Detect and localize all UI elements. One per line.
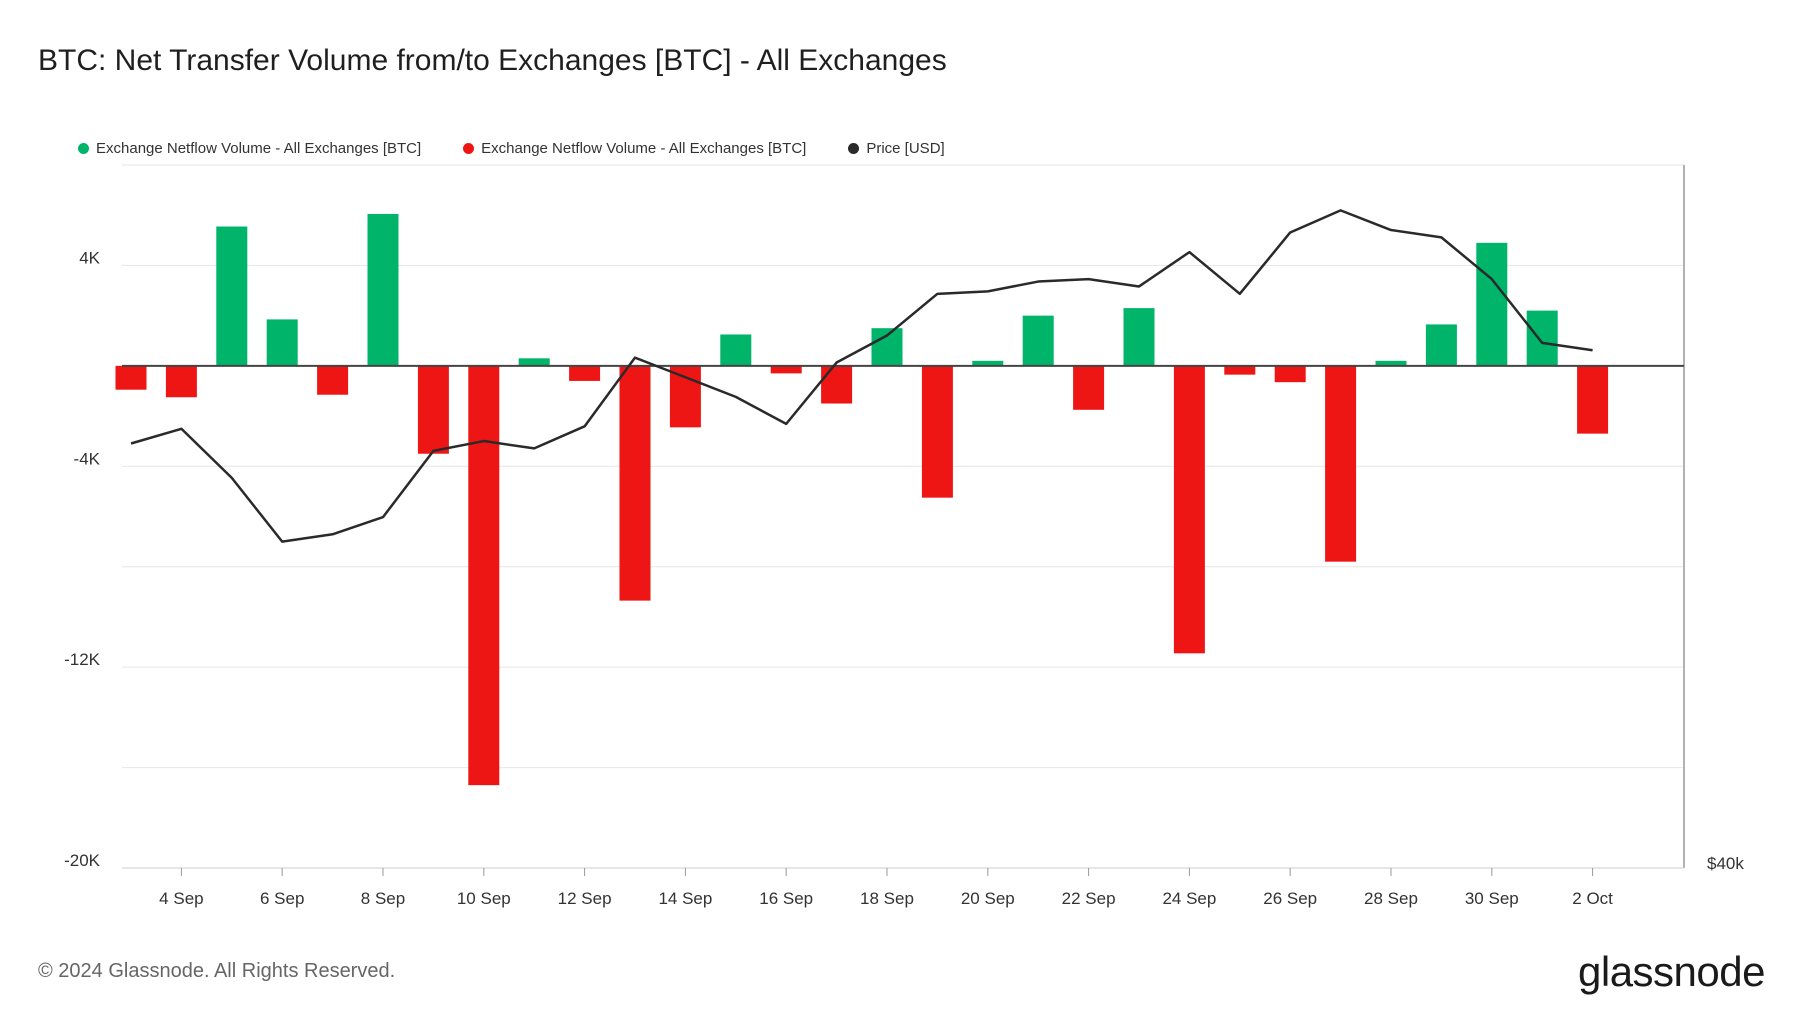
bar-inflow — [1022, 315, 1054, 366]
bar-inflow — [216, 226, 248, 366]
legend-item-outflow[interactable]: Exchange Netflow Volume - All Exchanges … — [463, 140, 806, 157]
bar-outflow — [821, 365, 853, 404]
x-tick-label: 22 Sep — [1062, 889, 1116, 908]
bar-outflow — [770, 365, 802, 374]
y-tick-label: -12K — [64, 650, 101, 669]
bar-outflow — [619, 365, 651, 601]
bar-inflow — [720, 334, 752, 366]
bar-outflow — [165, 365, 197, 398]
bar-outflow — [669, 365, 701, 428]
x-tick-label: 30 Sep — [1465, 889, 1519, 908]
bar-outflow — [1224, 365, 1256, 375]
x-tick-label: 26 Sep — [1263, 889, 1317, 908]
bar-inflow — [1476, 242, 1508, 366]
bar-outflow — [1173, 365, 1205, 654]
x-tick-label: 8 Sep — [361, 889, 405, 908]
x-tick-label: 20 Sep — [961, 889, 1015, 908]
legend-label-price: Price [USD] — [866, 140, 945, 157]
bar-inflow — [1375, 360, 1407, 366]
legend-dot-price — [848, 143, 860, 154]
y-tick-label: -4K — [74, 449, 101, 468]
x-tick-label: 4 Sep — [159, 889, 203, 908]
glassnode-logo: glassnode — [1578, 948, 1765, 995]
bar-inflow — [1425, 324, 1457, 366]
chart-title: BTC: Net Transfer Volume from/to Exchang… — [38, 44, 947, 77]
bar-inflow — [518, 358, 550, 366]
bar-outflow — [569, 365, 601, 381]
x-tick-label: 24 Sep — [1162, 889, 1216, 908]
bar-outflow — [468, 365, 500, 786]
legend-label-outflow: Exchange Netflow Volume - All Exchanges … — [481, 140, 807, 157]
bar-inflow — [871, 328, 903, 366]
y-tick-label: 4K — [79, 248, 100, 267]
bar-inflow — [1123, 308, 1155, 366]
bar-outflow — [921, 365, 953, 498]
bar-outflow — [1073, 365, 1105, 410]
bar-outflow — [1274, 365, 1306, 383]
bar-inflow — [1526, 310, 1558, 366]
legend-item-inflow[interactable]: Exchange Netflow Volume - All Exchanges … — [78, 140, 421, 157]
price-line — [130, 209, 1593, 543]
x-tick-label: 12 Sep — [558, 889, 612, 908]
bar-outflow — [317, 365, 349, 395]
chart-legend: Exchange Netflow Volume - All Exchanges … — [78, 140, 945, 157]
bar-outflow — [417, 365, 449, 454]
bar-inflow — [972, 360, 1004, 366]
legend-label-inflow: Exchange Netflow Volume - All Exchanges … — [96, 140, 422, 157]
bar-outflow — [1325, 365, 1357, 562]
bar-inflow — [367, 213, 399, 366]
legend-item-price[interactable]: Price [USD] — [848, 140, 945, 157]
x-tick-label: 10 Sep — [457, 889, 511, 908]
legend-dot-outflow — [463, 143, 475, 154]
bar-outflow — [115, 365, 147, 390]
x-tick-label: 2 Oct — [1572, 889, 1613, 908]
x-tick-label: 18 Sep — [860, 889, 914, 908]
x-tick-label: 28 Sep — [1364, 889, 1418, 908]
x-tick-label: 6 Sep — [260, 889, 304, 908]
y-right-tick-label: $40k — [1707, 854, 1744, 873]
legend-dot-inflow — [78, 143, 89, 154]
x-tick-label: 14 Sep — [658, 889, 712, 908]
bar-inflow — [266, 319, 298, 366]
y-tick-label: -20K — [64, 851, 101, 870]
bar-outflow — [1577, 365, 1609, 434]
copyright-footer: © 2024 Glassnode. All Rights Reserved. — [38, 960, 396, 982]
x-tick-label: 16 Sep — [759, 889, 813, 908]
